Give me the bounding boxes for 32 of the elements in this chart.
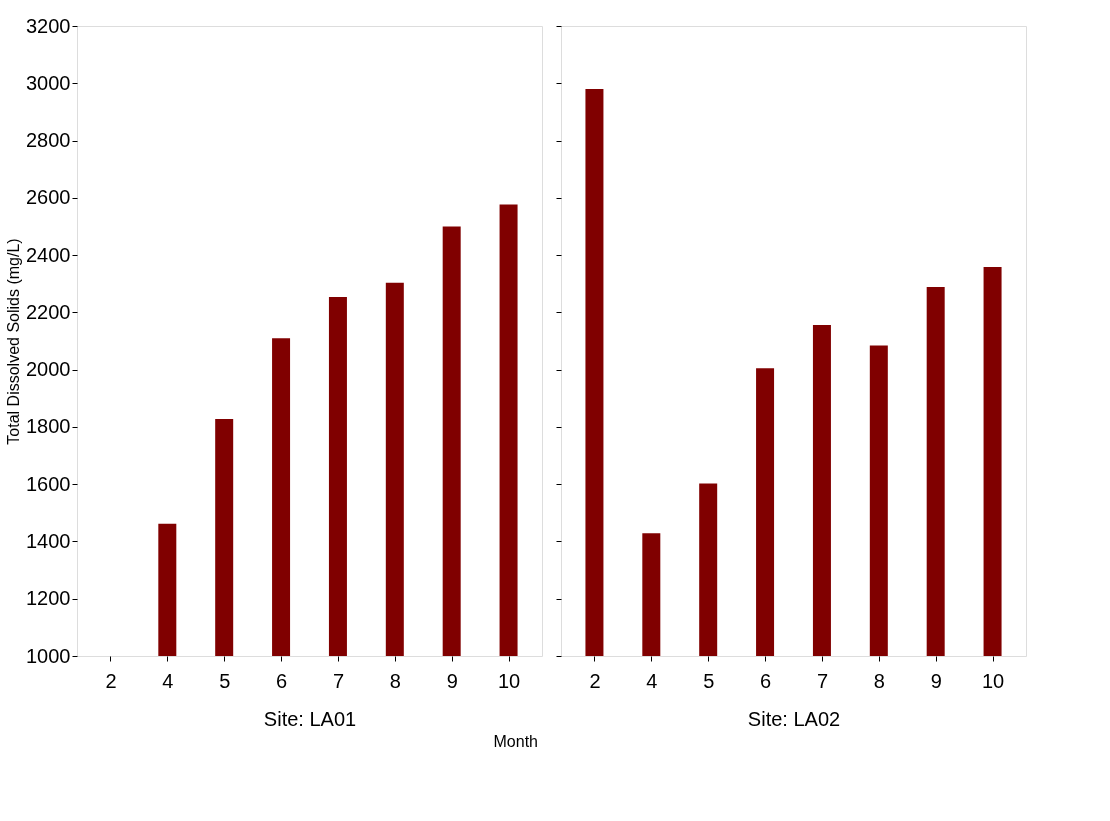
y-tick-label: 2800 — [26, 129, 71, 152]
x-tick-label: 8 — [873, 669, 885, 692]
x-tick-label: 7 — [816, 669, 828, 692]
text: Site: LA01 — [263, 707, 357, 730]
x-tick-label: 2 — [105, 669, 117, 692]
text: Site: LA02 — [747, 707, 841, 730]
x-tick-label: 2 — [589, 669, 601, 692]
x-tick-label: 6 — [276, 669, 288, 692]
x-tick-label: 8 — [389, 669, 401, 692]
y-tick-label: 2600 — [26, 186, 71, 209]
y-tick-label: 1400 — [26, 529, 71, 552]
x-tick-label: 9 — [930, 669, 942, 692]
y-tick-label: 3000 — [26, 71, 71, 94]
x-tick-label: 10 — [981, 669, 1005, 692]
y-tick-label: 2200 — [26, 300, 71, 323]
y-tick-label: 1800 — [26, 415, 71, 438]
x-tick-label: 5 — [703, 669, 715, 692]
y-tick-label: 2400 — [26, 243, 71, 266]
y-tick-label: 1600 — [26, 472, 71, 495]
x-tick-label: 6 — [760, 669, 772, 692]
y-tick-label: 3200 — [26, 14, 71, 37]
y-tick-label: 1000 — [26, 644, 71, 667]
y-tick-label: 1200 — [26, 587, 71, 610]
text: Month — [493, 732, 538, 750]
x-tick-label: 9 — [446, 669, 458, 692]
x-tick-label: 10 — [497, 669, 521, 692]
y-tick-label: 2000 — [26, 358, 71, 381]
x-tick-label: 7 — [332, 669, 344, 692]
x-tick-label: 4 — [646, 669, 658, 692]
y-axis-title: Total Dissolved Solids (mg/L) — [5, 238, 23, 445]
x-tick-label: 5 — [219, 669, 231, 692]
x-tick-label: 4 — [162, 669, 174, 692]
